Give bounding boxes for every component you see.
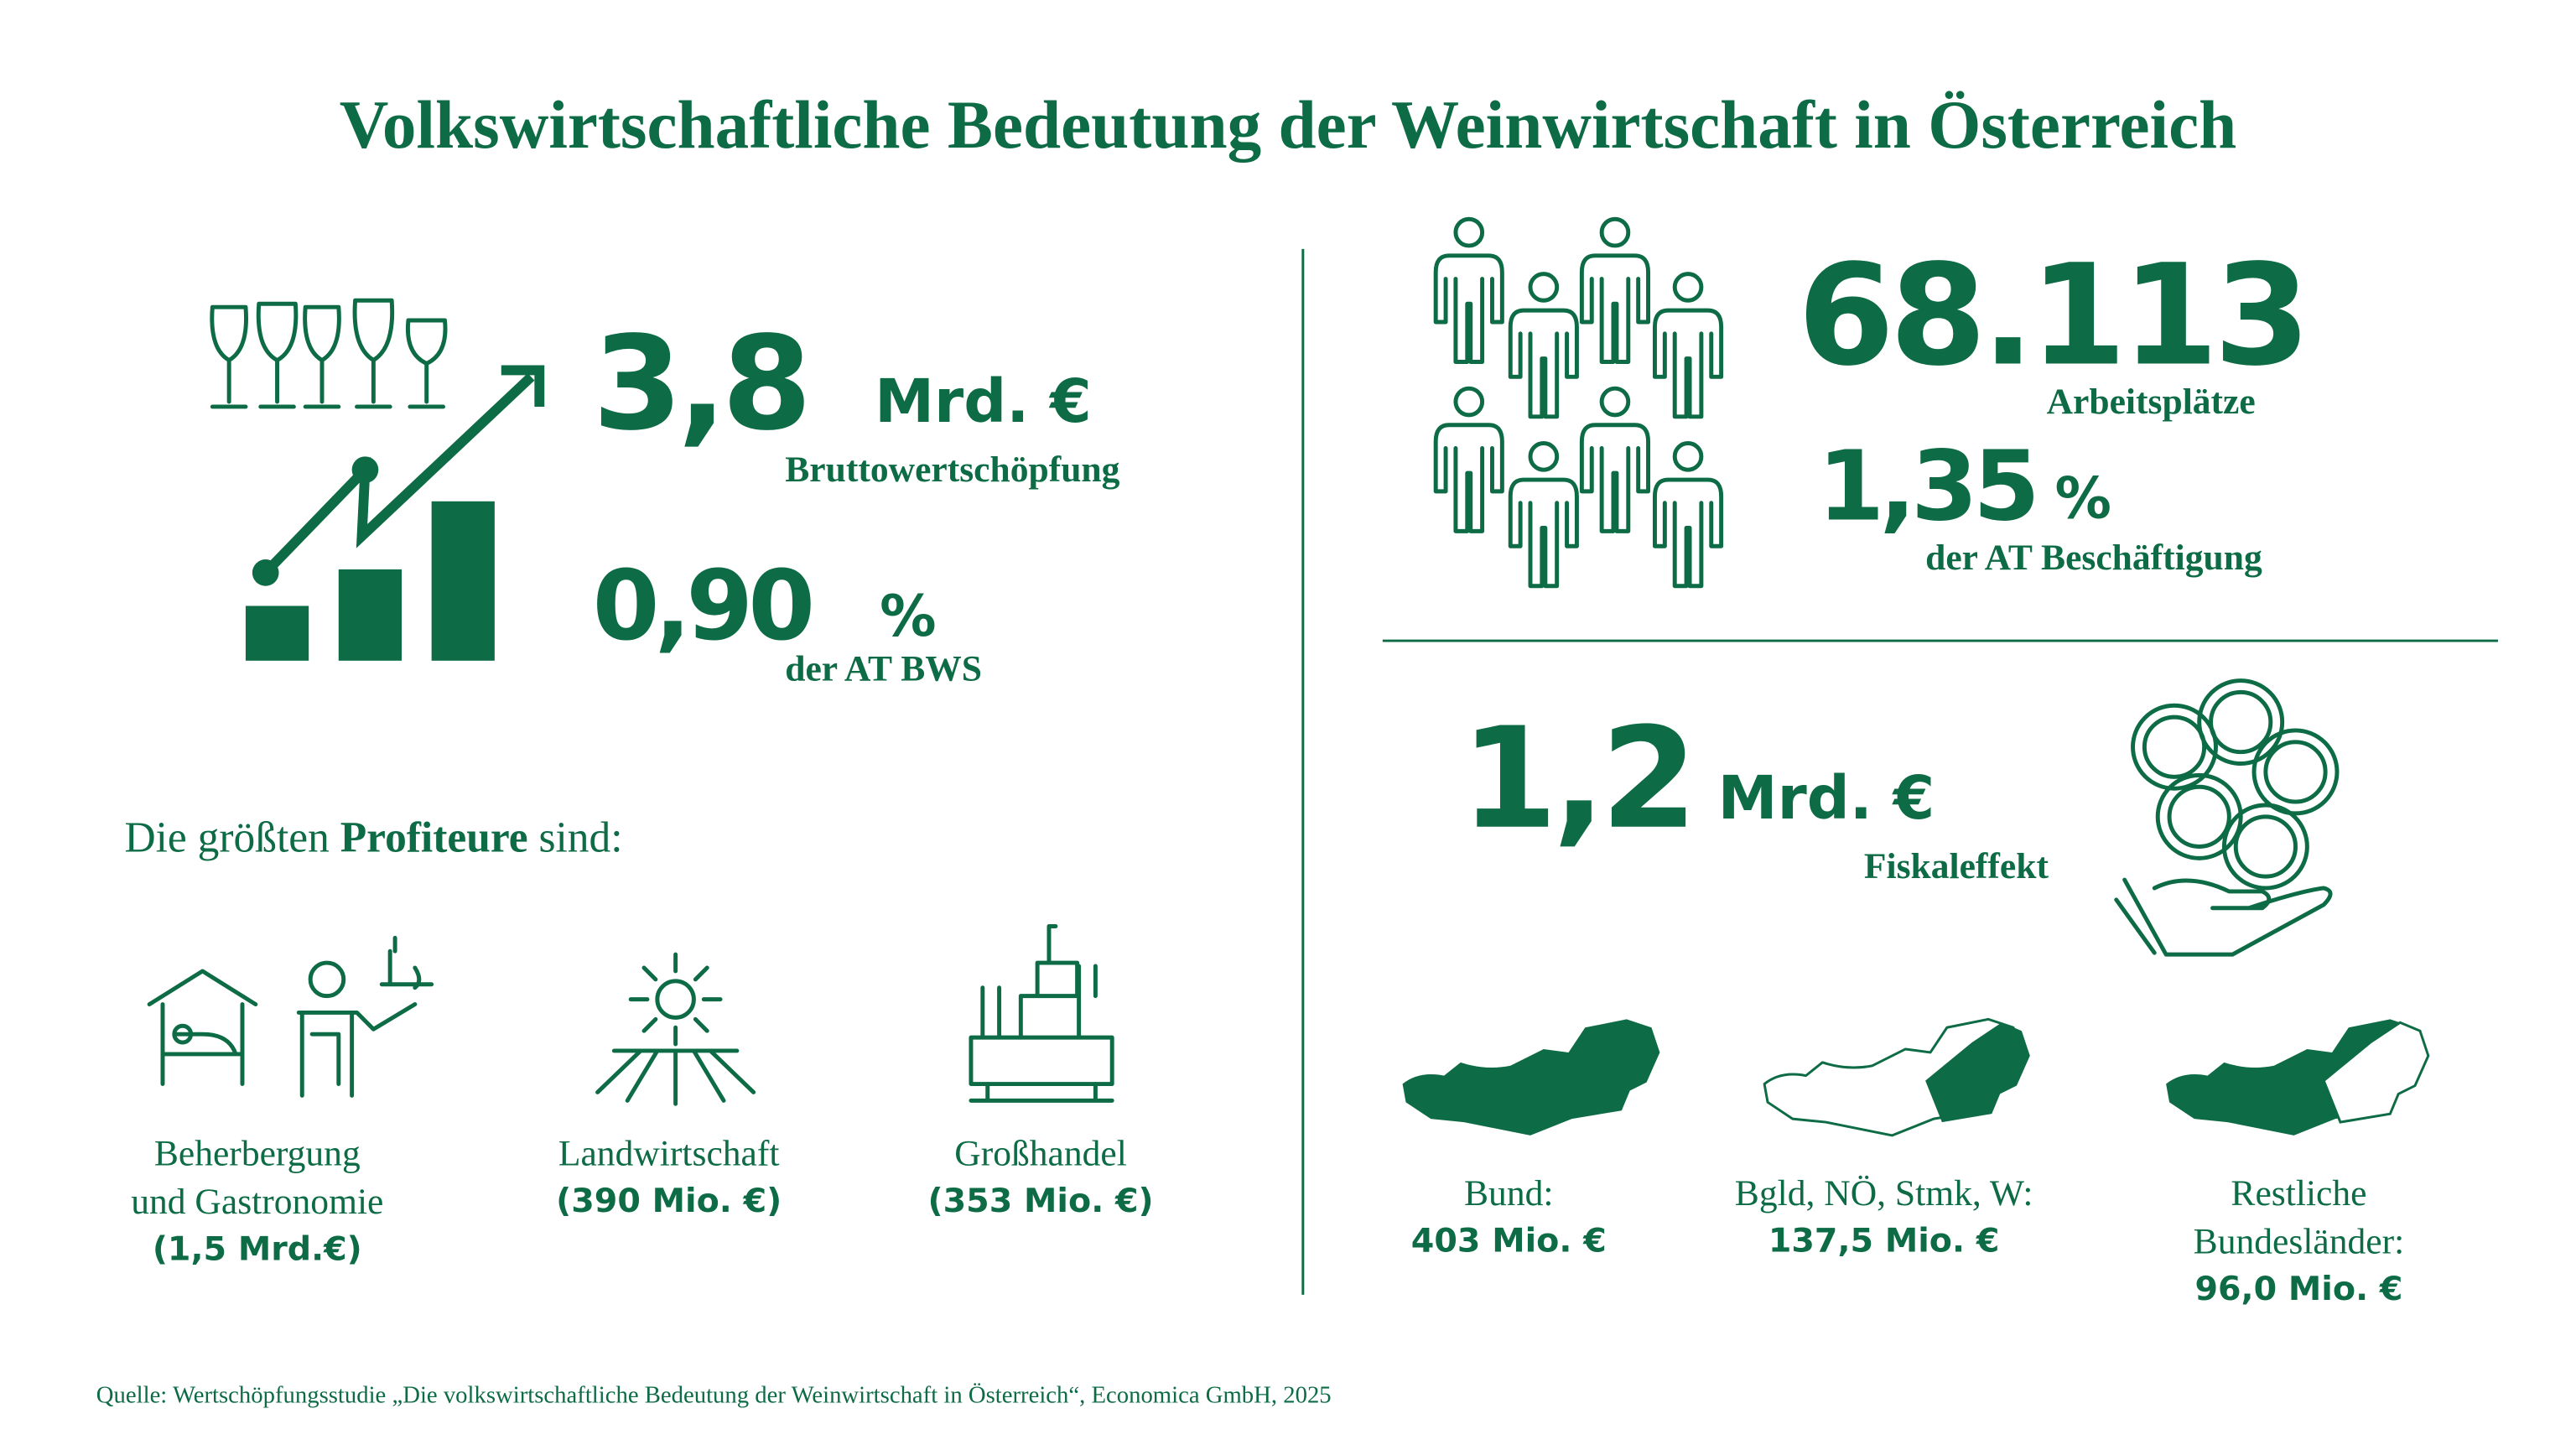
value-added: 3,8 bbox=[592, 310, 813, 460]
fiscal-split-amount: 403 Mio. € bbox=[1410, 1219, 1607, 1260]
fiscal-split-amount: 96,0 Mio. € bbox=[2194, 1268, 2403, 1308]
fiscal-split: Bund: 403 Mio. € bbox=[1411, 1168, 1607, 1265]
profiteer: Beherbergung und Gastronomie (1,5 Mrd.€) bbox=[131, 1129, 383, 1273]
profiteers-heading: Die größten Profiteure sind: bbox=[124, 816, 622, 860]
value-added-unit: Mrd. € bbox=[875, 368, 1092, 437]
growth-icon bbox=[210, 298, 545, 661]
fiscal-split-label: Bund: bbox=[1464, 1172, 1554, 1214]
jobs-share-unit: % bbox=[2054, 466, 2111, 533]
value-added-share-unit: % bbox=[880, 584, 937, 651]
coins-icon bbox=[2114, 678, 2340, 957]
profiteer-label: und Gastronomie bbox=[131, 1180, 384, 1222]
austria-maps bbox=[1402, 1017, 2430, 1137]
profiteer-amount: (390 Mio. €) bbox=[556, 1180, 782, 1220]
profiteer-label: Landwirtschaft bbox=[558, 1131, 780, 1174]
heading-text: sind: bbox=[527, 813, 623, 862]
profiteer-icons bbox=[147, 924, 1114, 1106]
profiteer-label: Beherbergung bbox=[153, 1131, 361, 1174]
source: Quelle: Wertschöpfungsstudie „Die volksw… bbox=[96, 1382, 1332, 1410]
fiscal-effect-label: Fiskaleffekt bbox=[1863, 845, 2049, 886]
jobs-label: Arbeitsplätze bbox=[2046, 380, 2256, 422]
profiteer: Landwirtschaft (390 Mio. €) bbox=[556, 1129, 782, 1225]
fiscal-split-label: Bundesländer: bbox=[2193, 1219, 2405, 1262]
jobs: 68.113 bbox=[1797, 234, 2311, 398]
jobs-share-label: der AT Beschäftigung bbox=[1925, 536, 2262, 578]
fiscal-split-amount: 137,5 Mio. € bbox=[1768, 1219, 2000, 1260]
fiscal-split: Restliche Bundesländer: 96,0 Mio. € bbox=[2194, 1168, 2405, 1312]
profiteer-label: Großhandel bbox=[954, 1131, 1127, 1174]
jobs-share: 1,35 bbox=[1817, 429, 2039, 543]
profiteer: Großhandel (353 Mio. €) bbox=[928, 1129, 1154, 1225]
people-icon bbox=[1419, 207, 1751, 605]
profiteer-amount: (353 Mio. €) bbox=[927, 1180, 1154, 1220]
profiteer-amount: (1,5 Mrd.€) bbox=[152, 1228, 362, 1269]
value-added-share: 0,90 bbox=[592, 549, 815, 663]
fiscal-effect-unit: Mrd. € bbox=[1717, 765, 1935, 834]
value-added-share-label: der AT BWS bbox=[785, 647, 983, 689]
fiscal-split: Bgld, NÖ, Stmk, W: 137,5 Mio. € bbox=[1735, 1168, 2033, 1265]
heading-text: Die größten bbox=[124, 813, 340, 862]
fiscal-split-label: Bgld, NÖ, Stmk, W: bbox=[1734, 1172, 2033, 1214]
title: Volkswirtschaftliche Bedeutung der Weinw… bbox=[339, 86, 2237, 163]
value-added-label: Bruttowertschöpfung bbox=[785, 448, 1120, 490]
fiscal-effect: 1,2 bbox=[1460, 697, 1698, 860]
fiscal-split-label: Restliche bbox=[2231, 1172, 2367, 1214]
heading-emphasis: Profiteure bbox=[340, 813, 528, 862]
